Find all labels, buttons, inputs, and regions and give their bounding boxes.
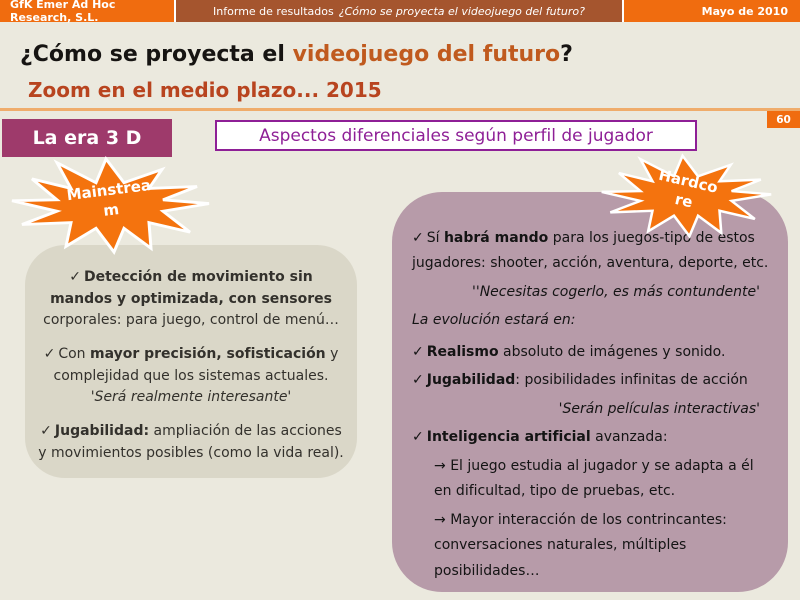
starburst-icon: [601, 153, 772, 239]
header-brand-text: GfK Emer Ad Hoc Research, S.L.: [10, 0, 116, 24]
page-title-highlight: videojuego del futuro: [292, 42, 561, 67]
header-date-text: Mayo de 2010: [701, 4, 788, 18]
era-badge: La era 3 D: [2, 119, 172, 157]
bullet-text: absoluto de imágenes y sonido.: [503, 343, 726, 360]
hardcore-quote-controller: ''Necesitas cogerlo, es más contundente': [472, 283, 760, 300]
bullet-text: Mayor interacción de los contrincantes: …: [434, 511, 727, 579]
bullet-text: y complejidad que los sistemas actuales.: [53, 346, 339, 384]
mainstream-starburst: Mainstream: [10, 156, 210, 255]
header-brand: GfK Emer Ad Hoc Research, S.L.: [0, 0, 174, 24]
arrow-icon: →: [434, 511, 446, 528]
hardcore-quote-movies: 'Serán películas interactivas': [558, 400, 760, 417]
hardcore-sub-interaction: → Mayor interacción de los contrincantes…: [434, 508, 772, 584]
bullet-bold: Realismo: [426, 343, 499, 360]
header-bar: GfK Emer Ad Hoc Research, S.L. Informe d…: [0, 0, 800, 24]
check-icon: ✓: [412, 230, 424, 246]
hardcore-bullet-realism: ✓ Realismo absoluto de imágenes y sonido.: [412, 340, 772, 365]
bullet-bold: Jugabilidad: [426, 372, 516, 389]
hardcore-bullet-gameplay: ✓ Jugabilidad: posibilidades infinitas de…: [412, 368, 772, 393]
page-number-badge: 60: [767, 111, 800, 128]
hardcore-starburst: Hardcore: [600, 153, 772, 239]
bullet-bold: Jugabilidad:: [54, 423, 150, 440]
bullet-text: ampliación de las acciones y movimientos…: [38, 423, 344, 461]
starburst-icon: [11, 156, 210, 255]
check-icon: ✓: [43, 346, 56, 363]
page-title: ¿Cómo se proyecta el videojuego del futu…: [20, 42, 573, 67]
bullet-text: Con: [58, 346, 86, 363]
bullet-bold: Inteligencia artificial: [426, 429, 591, 446]
bullet-text: : posibilidades infinitas de acción: [515, 372, 748, 389]
header-doc-title-text: ¿Cómo se proyecta el videojuego del futu…: [338, 4, 585, 18]
check-icon: ✓: [69, 269, 81, 285]
hardcore-bullet-ai: ✓ Inteligencia artificial avanzada:: [412, 425, 772, 450]
bullet-bold: Detección de movimiento sin mandos y opt…: [50, 269, 332, 307]
bullet-text: El juego estudia al jugador y se adapta …: [434, 457, 754, 500]
bullet-text: avanzada:: [595, 429, 668, 446]
check-icon: ✓: [412, 372, 424, 389]
hardcore-sub-adaptation: → El juego estudia al jugador y se adapt…: [434, 454, 772, 505]
bullet-quote: 'Será realmente interesante': [90, 389, 292, 406]
mainstream-bullet-motion: ✓ Detección de movimiento sin mandos y op…: [38, 267, 344, 332]
bullet-bold: mayor precisión, sofisticación: [90, 346, 326, 363]
bullet-bold: habrá mando: [443, 230, 549, 246]
hardcore-bullet-controller: ✓ Sí habrá mando para los juegos-tipo de …: [412, 226, 772, 277]
bullet-text: Sí: [426, 230, 440, 246]
mainstream-bullet-gameplay: ✓ Jugabilidad: ampliación de las acciones…: [38, 421, 344, 464]
mainstream-bullet-precision: ✓ Con mayor precisión, sofisticación y co…: [38, 344, 344, 409]
page-title-post: ?: [560, 42, 573, 67]
page-subtitle: Zoom en el medio plazo... 2015: [28, 78, 382, 102]
page-title-pre: ¿Cómo se proyecta el: [20, 42, 293, 67]
bullet-text: para los juegos-tipo de estos jugadores:…: [412, 230, 769, 272]
header-doc-label: Informe de resultados: [213, 4, 334, 18]
header-date: Mayo de 2010: [624, 0, 800, 22]
section-heading: Aspectos diferenciales según perfil de j…: [215, 120, 697, 151]
hardcore-evolution-intro: La evolución estará en:: [412, 312, 576, 329]
check-icon: ✓: [412, 343, 424, 360]
bullet-text: corporales: para juego, control de menú…: [43, 312, 339, 329]
divider-line: [0, 108, 800, 111]
header-doc-title: Informe de resultados ¿Cómo se proyecta …: [176, 0, 622, 22]
arrow-icon: →: [434, 457, 446, 474]
hardcore-panel: ✓ Sí habrá mando para los juegos-tipo de …: [392, 192, 788, 592]
mainstream-panel: ✓ Detección de movimiento sin mandos y op…: [25, 245, 357, 478]
check-icon: ✓: [40, 423, 52, 440]
check-icon: ✓: [412, 429, 424, 446]
